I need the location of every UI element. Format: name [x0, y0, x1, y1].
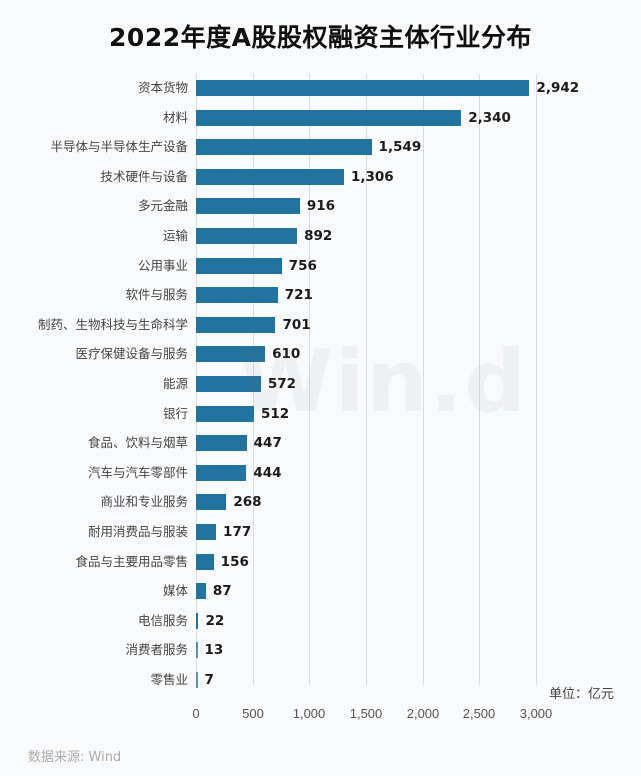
value-label: 87 [212, 583, 232, 599]
value-label: 13 [204, 642, 224, 658]
category-label: 电信服务 [137, 613, 188, 628]
value-label: 892 [304, 228, 333, 244]
value-label: 1,306 [351, 169, 394, 185]
category-label: 汽车与汽车零部件 [87, 465, 188, 480]
value-label: 572 [267, 376, 296, 392]
source-label: 数据来源: Wind [28, 750, 122, 765]
gridline [366, 74, 367, 680]
value-label: 916 [306, 198, 335, 214]
value-label: 177 [223, 524, 252, 540]
bar [196, 406, 255, 422]
value-label: 2,942 [536, 80, 580, 96]
x-tick [479, 680, 480, 685]
value-label: 701 [282, 317, 311, 333]
x-tick [309, 680, 310, 685]
x-tick-label: 0 [192, 706, 200, 721]
watermark: Win.d [238, 332, 528, 432]
category-label: 银行 [162, 406, 188, 421]
value-label: 447 [253, 435, 282, 451]
bar [196, 317, 276, 333]
bar [196, 376, 261, 392]
bar [196, 258, 282, 274]
gridline [309, 74, 310, 680]
bar [196, 198, 300, 214]
bar [196, 554, 214, 570]
bar [196, 672, 198, 688]
x-tick-label: 500 [242, 706, 264, 721]
category-label: 资本货物 [137, 80, 188, 95]
bar [196, 287, 278, 303]
category-label: 耐用消费品与服装 [87, 524, 188, 539]
bar [196, 465, 247, 481]
unit-label: 单位：亿元 [549, 687, 615, 702]
value-label: 2,340 [468, 110, 511, 126]
bar [196, 435, 247, 451]
x-tick-label: 1,000 [292, 706, 326, 721]
value-label: 721 [284, 287, 313, 303]
gridline [536, 74, 537, 680]
category-label: 软件与服务 [125, 287, 188, 302]
value-label: 7 [204, 672, 214, 688]
category-label: 零售业 [150, 672, 188, 687]
bar [196, 642, 198, 658]
category-label: 媒体 [162, 583, 188, 598]
bar [196, 494, 227, 510]
gridline [423, 74, 424, 680]
category-label: 半导体与半导体生产设备 [50, 139, 188, 154]
bar [196, 524, 217, 540]
bar [196, 228, 298, 244]
category-label: 公用事业 [137, 258, 188, 273]
x-tick-label: 2,000 [406, 706, 440, 721]
value-label: 156 [220, 554, 249, 570]
bar [196, 613, 199, 629]
category-label: 消费者服务 [125, 642, 188, 657]
bar [196, 169, 344, 185]
value-label: 22 [205, 613, 225, 629]
category-label: 食品、饮料与烟草 [87, 435, 188, 450]
category-label: 材料 [162, 110, 188, 125]
gridline [479, 74, 480, 680]
value-label: 512 [261, 406, 290, 422]
value-label: 444 [253, 465, 282, 481]
x-tick-label: 1,500 [349, 706, 383, 721]
category-label: 制药、生物科技与生命科学 [37, 317, 188, 332]
x-tick-label: 3,000 [519, 706, 553, 721]
value-label: 1,549 [378, 139, 422, 155]
chart-title: 2022年度A股股权融资主体行业分布 [109, 23, 532, 52]
x-tick [423, 680, 424, 685]
x-tick-label: 2,500 [462, 706, 496, 721]
category-label: 医疗保健设备与服务 [75, 346, 188, 361]
value-label: 268 [233, 494, 262, 510]
x-tick [253, 680, 254, 685]
bar [196, 583, 206, 599]
category-label: 多元金融 [137, 198, 188, 213]
x-tick [366, 680, 367, 685]
category-label: 运输 [162, 228, 188, 243]
bar [196, 346, 266, 362]
category-label: 技术硬件与设备 [100, 169, 188, 184]
bar [196, 80, 530, 96]
bar [196, 110, 462, 126]
value-label: 756 [288, 258, 317, 274]
bar [196, 139, 372, 155]
x-tick [536, 680, 537, 685]
category-label: 能源 [162, 376, 188, 391]
value-label: 610 [272, 346, 301, 362]
category-label: 商业和专业服务 [100, 494, 188, 509]
category-label: 食品与主要用品零售 [75, 554, 188, 569]
